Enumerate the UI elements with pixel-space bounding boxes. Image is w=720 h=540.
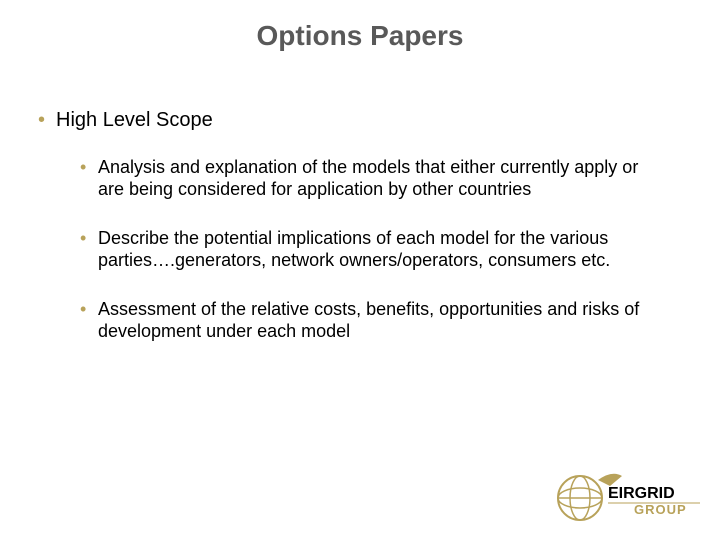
slide-body: •High Level Scope •Analysis and explanat… xyxy=(38,108,680,371)
logo-line1: EIRGRID xyxy=(608,485,675,502)
bullet-icon: • xyxy=(80,157,98,179)
list-item: •Analysis and explanation of the models … xyxy=(80,157,650,200)
slide: Options Papers •High Level Scope •Analys… xyxy=(0,0,720,540)
bullet-text: Describe the potential implications of e… xyxy=(98,228,646,271)
bullet-icon: • xyxy=(80,228,98,250)
bullet-text: High Level Scope xyxy=(56,108,676,133)
slide-title: Options Papers xyxy=(0,20,720,52)
logo-line2: GROUP xyxy=(634,502,687,517)
list-item: •High Level Scope xyxy=(38,108,680,133)
bullet-icon: • xyxy=(38,108,56,133)
bullet-text: Analysis and explanation of the models t… xyxy=(98,157,646,200)
bullet-icon: • xyxy=(80,299,98,321)
bullet-text: Assessment of the relative costs, benefi… xyxy=(98,299,646,342)
brand-logo: EIRGRID GROUP xyxy=(552,470,702,526)
list-item: •Assessment of the relative costs, benef… xyxy=(80,299,650,342)
list-item: •Describe the potential implications of … xyxy=(80,228,650,271)
